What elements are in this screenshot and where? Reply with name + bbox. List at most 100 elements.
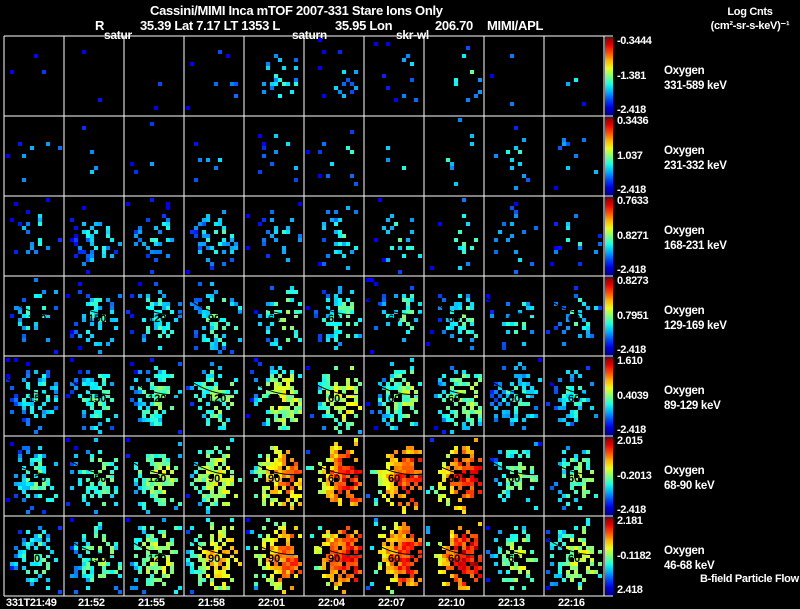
data-pixel <box>470 418 474 422</box>
data-pixel <box>506 482 510 486</box>
data-pixel <box>366 402 370 406</box>
data-pixel <box>210 282 214 286</box>
panel-cell <box>6 142 62 182</box>
data-pixel <box>402 558 406 562</box>
data-pixel <box>150 486 154 490</box>
data-pixel <box>338 218 342 222</box>
contour-line <box>185 377 243 396</box>
data-pixel <box>218 474 222 478</box>
data-pixel <box>298 470 302 474</box>
data-pixel <box>30 582 34 586</box>
data-pixel <box>570 378 574 382</box>
data-pixel <box>294 406 298 410</box>
data-pixel <box>514 386 518 390</box>
data-pixel <box>134 478 138 482</box>
data-pixel <box>394 470 398 474</box>
data-pixel <box>342 546 346 550</box>
data-pixel <box>334 322 338 326</box>
data-pixel <box>278 394 282 398</box>
data-pixel <box>534 558 538 562</box>
data-pixel <box>102 374 106 378</box>
data-pixel <box>158 374 162 378</box>
data-pixel <box>162 394 166 398</box>
panel-cell: 120 <box>5 442 63 514</box>
data-pixel <box>410 582 414 586</box>
data-pixel <box>398 318 402 322</box>
data-pixel <box>94 410 98 414</box>
data-pixel <box>342 398 346 402</box>
data-pixel <box>346 314 350 318</box>
data-pixel <box>190 386 194 390</box>
contour-label: 150 <box>28 313 46 325</box>
data-pixel <box>198 554 202 558</box>
data-pixel <box>162 574 166 578</box>
data-pixel <box>390 562 394 566</box>
data-pixel <box>294 58 298 62</box>
data-pixel <box>358 334 362 338</box>
data-pixel <box>514 526 518 530</box>
data-pixel <box>290 290 294 294</box>
data-pixel <box>206 386 210 390</box>
x-tick-label: 22:16 <box>558 597 585 609</box>
data-pixel <box>506 466 510 470</box>
data-pixel <box>286 226 290 230</box>
data-pixel <box>346 306 350 310</box>
data-pixel <box>298 486 302 490</box>
data-pixel <box>262 146 266 150</box>
data-pixel <box>334 250 338 254</box>
panel-cell: 120 <box>125 438 183 514</box>
data-pixel <box>342 386 346 390</box>
data-pixel <box>102 490 106 494</box>
data-pixel <box>146 294 150 298</box>
data-pixel <box>338 430 342 434</box>
data-pixel <box>258 222 262 226</box>
data-pixel <box>154 562 158 566</box>
data-pixel <box>38 238 42 242</box>
data-pixel <box>38 462 42 466</box>
data-pixel <box>578 262 582 266</box>
data-pixel <box>222 550 226 554</box>
data-pixel <box>386 386 390 390</box>
energy-label: 68-90 keV <box>664 480 715 492</box>
data-pixel <box>326 542 330 546</box>
data-pixel <box>282 426 286 430</box>
data-pixel <box>338 554 342 558</box>
data-pixel <box>334 302 338 306</box>
data-pixel <box>598 234 602 238</box>
data-pixel <box>162 474 166 478</box>
data-pixel <box>506 330 510 334</box>
data-pixel <box>514 550 518 554</box>
data-pixel <box>386 406 390 410</box>
panel-cell: 60 <box>425 438 483 514</box>
data-pixel <box>210 314 214 318</box>
data-pixel <box>230 234 234 238</box>
data-pixel <box>210 262 214 266</box>
data-pixel <box>114 486 118 490</box>
data-pixel <box>78 370 82 374</box>
data-pixel <box>162 546 166 550</box>
data-pixel <box>426 530 430 534</box>
data-pixel <box>214 230 218 234</box>
data-pixel <box>338 466 342 470</box>
data-pixel <box>598 306 602 310</box>
data-pixel <box>230 538 234 542</box>
data-pixel <box>138 474 142 478</box>
panel-cell: 150 <box>5 278 63 354</box>
data-pixel <box>78 478 82 482</box>
contour-label: 60 <box>508 313 520 325</box>
data-pixel <box>254 554 258 558</box>
data-pixel <box>410 498 414 502</box>
data-pixel <box>158 550 162 554</box>
data-pixel <box>210 330 214 334</box>
data-pixel <box>78 250 82 254</box>
data-pixel <box>198 246 202 250</box>
data-pixel <box>386 86 390 90</box>
data-pixel <box>374 518 378 522</box>
data-pixel <box>234 558 238 562</box>
data-pixel <box>578 482 582 486</box>
data-pixel <box>74 322 78 326</box>
data-pixel <box>538 442 542 446</box>
data-pixel <box>474 382 478 386</box>
data-pixel <box>270 538 274 542</box>
data-pixel <box>474 542 478 546</box>
